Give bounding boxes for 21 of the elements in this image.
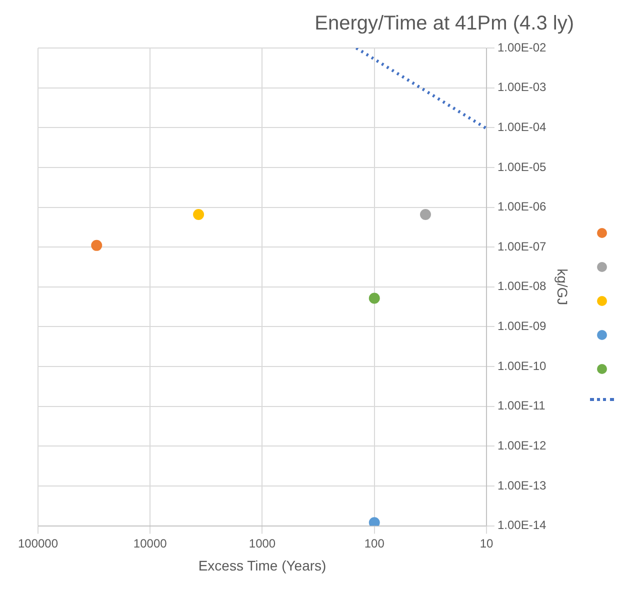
x-tick-label: 100000 <box>18 536 58 550</box>
x-tick-label: 100 <box>364 536 385 550</box>
y-tick-label: 1.00E-06 <box>497 200 547 214</box>
y-tick-label: 1.00E-11 <box>497 398 546 413</box>
y-tick-label: 1.00E-07 <box>497 239 547 254</box>
y-axis-title: kg/GJ <box>554 268 571 306</box>
y-tick-label: 1.00E-04 <box>497 120 547 134</box>
y-tick-label: 1.00E-10 <box>497 358 547 373</box>
y-tick-label: 1.00E-09 <box>497 319 547 334</box>
x-tick-label: 10 <box>480 536 494 550</box>
x-axis-title: Excess Time (Years) <box>198 557 326 574</box>
x-tick-label: 1000 <box>248 536 276 550</box>
y-tick-label: 1.00E-05 <box>497 160 547 174</box>
y-tick-label: 1.00E-02 <box>497 40 547 54</box>
x-tick-label: 10000 <box>133 536 168 550</box>
y-tick-label: 1.00E-12 <box>497 438 547 452</box>
y-tick-label: 1.00E-08 <box>497 279 547 294</box>
y-tick-label: 1.00E-03 <box>497 80 547 94</box>
chart-title: Energy/Time at 41Pm (4.3 ly) <box>314 12 574 35</box>
y-tick-label: 1.00E-14 <box>497 518 547 532</box>
y-tick-label: 1.00E-13 <box>497 478 547 492</box>
